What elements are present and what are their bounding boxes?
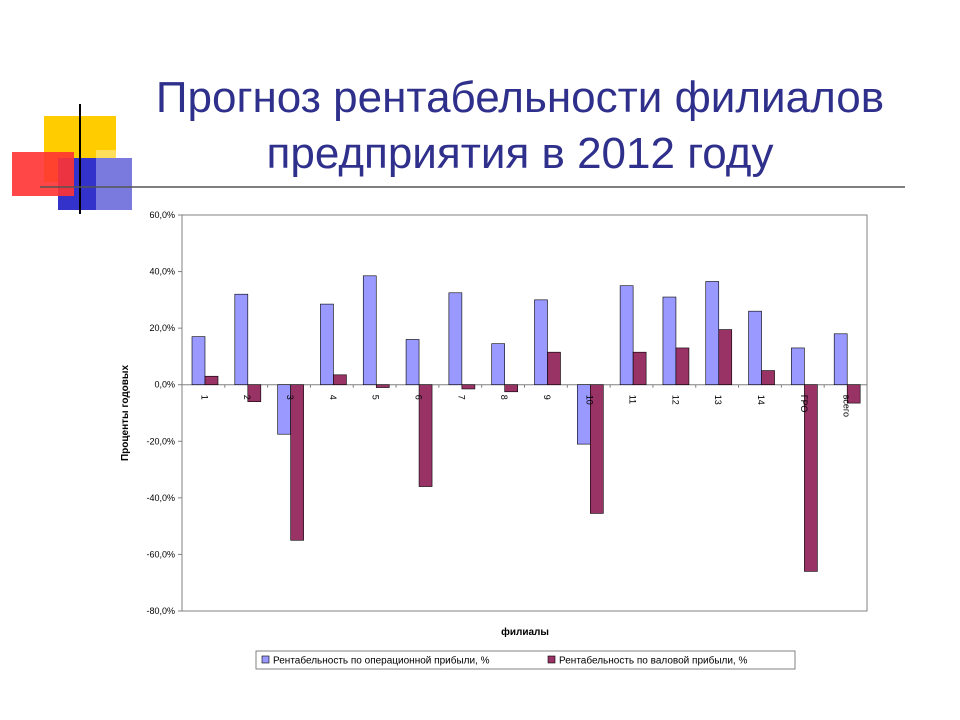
bar-gross-16	[846, 384, 861, 404]
y-tick-label: 60,0%	[149, 210, 175, 220]
x-tick-label: 12	[670, 395, 680, 405]
x-tick-label: 8	[499, 395, 509, 400]
x-tick-label: 9	[542, 395, 552, 400]
bar-gross-5	[375, 384, 390, 388]
y-tick-label: -80,0%	[146, 606, 175, 616]
slide-title-line1: Прогноз рентабельности филиалов	[155, 73, 885, 122]
bar-gross-7	[461, 384, 476, 390]
x-axis-labels: 1 2 3 4 5 6 7 8 9 10 11 12 13 14 ГРО всего	[199, 384, 868, 417]
bar-operating-14	[748, 310, 762, 386]
bar-operating-6	[405, 339, 420, 386]
y-tick-label: -60,0%	[146, 549, 175, 559]
bar-gross-6	[418, 384, 433, 487]
y-tick-label: -40,0%	[146, 493, 175, 503]
bar-operating-16	[833, 333, 848, 386]
x-tick-label: 10	[585, 395, 595, 405]
legend-swatch-2	[547, 655, 556, 664]
x-tick-label: 2	[242, 395, 252, 400]
bar-operating-3	[277, 384, 291, 435]
legend-label-2: Рентабельность по валовой прибыли, %	[559, 655, 747, 667]
bar-operating-7	[448, 292, 463, 386]
bars	[191, 275, 861, 572]
x-tick-label: 11	[628, 395, 638, 404]
y-tick-label: 40,0%	[149, 267, 175, 277]
y-tick-label: 0,0%	[154, 380, 175, 390]
red-square	[12, 152, 74, 196]
x-tick-label: ГРО	[799, 395, 809, 413]
bar-operating-2	[234, 293, 249, 386]
y-tick-label: -20,0%	[146, 436, 175, 446]
y-axis-title: Проценты годовых	[120, 365, 131, 462]
y-tick-label: 20,0%	[149, 323, 175, 333]
bar-gross-9	[547, 351, 561, 386]
x-tick-label: 14	[756, 395, 766, 405]
bar-gross-10	[590, 384, 604, 514]
bar-operating-15	[791, 347, 805, 386]
bar-gross-1	[204, 375, 219, 386]
bar-gross-3	[290, 384, 304, 541]
x-tick-label: 1	[199, 395, 209, 400]
bar-gross-13	[718, 329, 733, 386]
bar-operating-1	[191, 336, 206, 386]
x-tick-label: 5	[371, 395, 381, 400]
bar-gross-14	[761, 370, 775, 386]
x-tick-label: 6	[413, 395, 423, 400]
bar-operating-13	[705, 281, 720, 386]
bar-operating-11	[619, 285, 634, 386]
legend-label-1: Рентабельность по операционной прибыли, …	[273, 655, 490, 667]
white-fade	[96, 150, 136, 210]
bar-operating-5	[362, 275, 377, 386]
x-tick-label: 3	[285, 395, 295, 400]
bar-gross-2	[247, 384, 262, 402]
x-tick-label: 13	[713, 395, 723, 405]
legend-box	[255, 650, 796, 670]
slide-title: Прогноз рентабельности филиалов предприя…	[120, 70, 920, 182]
bar-gross-12	[675, 347, 690, 386]
bar-operating-8	[491, 343, 505, 386]
x-tick-label: 4	[328, 395, 338, 400]
bar-gross-15	[804, 384, 818, 572]
bar-operating-9	[534, 299, 548, 386]
bar-gross-8	[504, 384, 518, 393]
x-tick-label: 7	[456, 395, 466, 400]
legend-swatch-1	[261, 655, 270, 664]
bar-gross-11	[632, 351, 647, 386]
slide-title-line2: предприятия в 2012 году	[266, 129, 774, 178]
x-tick-label: всего	[842, 395, 852, 417]
legend: Рентабельность по операционной прибыли, …	[255, 650, 796, 670]
x-axis-title: филиалы	[501, 626, 549, 638]
bar-operating-4	[320, 303, 334, 386]
bar-operating-12	[662, 296, 677, 386]
bar-gross-4	[333, 374, 347, 386]
bar-operating-10	[577, 384, 591, 445]
